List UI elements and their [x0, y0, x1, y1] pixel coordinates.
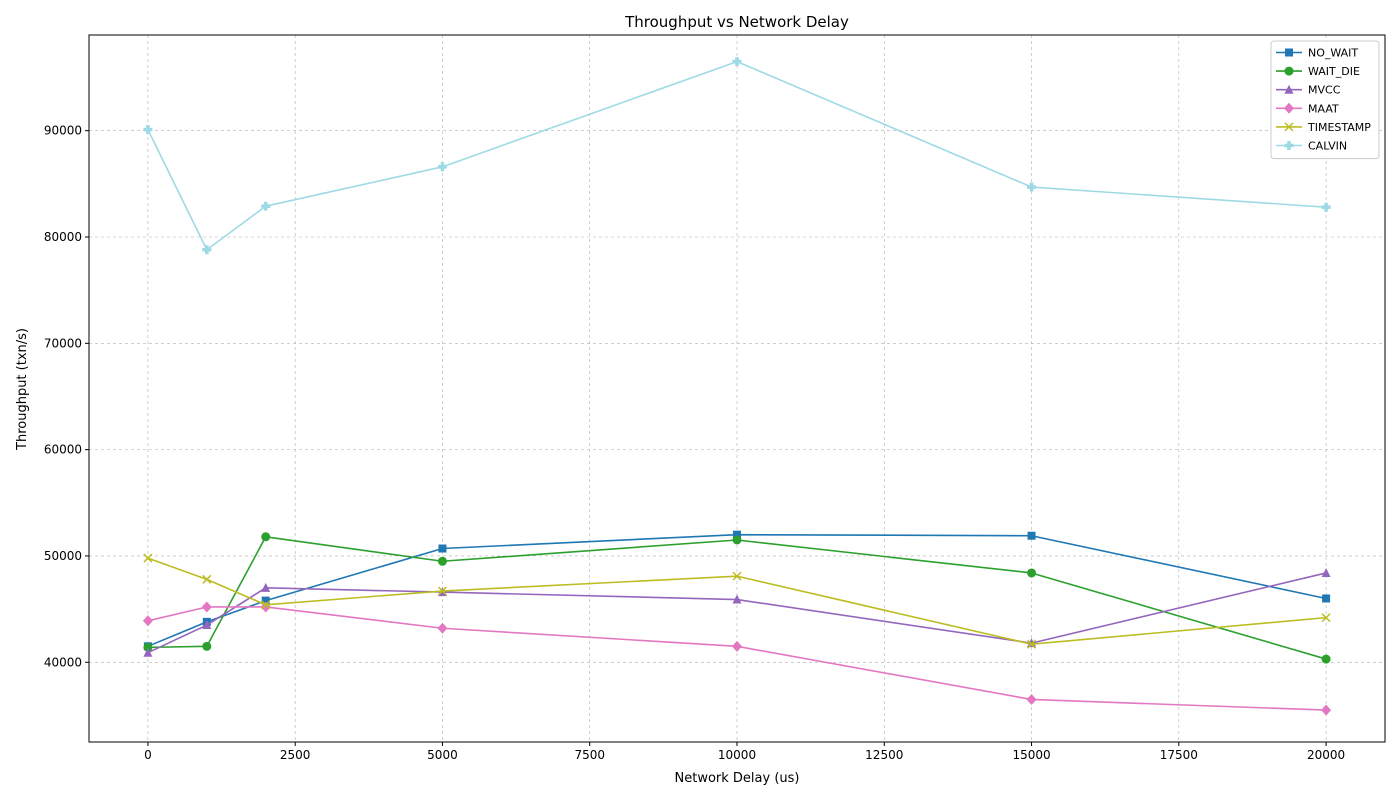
data-point-timestamp — [732, 571, 742, 581]
data-point-no-wait — [261, 596, 270, 605]
data-point-wait-die — [261, 532, 271, 542]
legend-marker-timestamp — [1284, 122, 1294, 132]
y-tick-label: 80000 — [44, 230, 82, 244]
data-point-no-wait — [1027, 531, 1036, 540]
y-tick-label: 50000 — [44, 549, 82, 563]
data-point-no-wait — [1322, 594, 1331, 603]
data-point-mvcc — [1027, 638, 1037, 648]
y-tick-label: 40000 — [44, 655, 82, 669]
legend: NO_WAIT WAIT_DIE MVCC MAAT TIMESTAMP CALVIN — [1270, 40, 1380, 160]
data-point-maat — [732, 640, 742, 652]
legend-label-timestamp: TIMESTAMP — [1307, 121, 1371, 134]
legend-item-maat: MAAT — [1276, 102, 1339, 115]
x-tick-label: 2500 — [280, 748, 311, 762]
legend-marker-calvin — [1284, 141, 1294, 150]
grid-lines — [89, 35, 1385, 742]
legend-item-calvin: CALVIN — [1276, 140, 1347, 153]
axis-ticks: 0 2500 5000 7500 10000 12500 15000 17500 20000 40… — [44, 124, 1345, 762]
data-point-timestamp — [143, 553, 153, 563]
data-point-wait-die — [143, 642, 153, 652]
y-tick-label: 70000 — [44, 336, 82, 350]
y-tick-label: 90000 — [44, 124, 82, 138]
legend-item-wait-die: WAIT_DIE — [1276, 65, 1360, 78]
data-point-calvin — [1321, 202, 1331, 212]
legend-label-no-wait: NO_WAIT — [1308, 47, 1358, 60]
data-point-timestamp — [1321, 613, 1331, 623]
data-point-mvcc — [732, 594, 742, 604]
x-tick-label: 20000 — [1307, 748, 1345, 762]
x-tick-label: 17500 — [1160, 748, 1198, 762]
data-point-calvin — [437, 162, 447, 172]
data-point-maat — [142, 615, 153, 627]
data-point-mvcc — [1321, 567, 1331, 577]
x-tick-label: 10000 — [718, 748, 756, 762]
data-point-calvin — [732, 57, 742, 67]
data-point-maat — [1026, 693, 1037, 705]
legend-item-mvcc: MVCC — [1276, 84, 1341, 97]
x-tick-label: 0 — [144, 748, 152, 762]
legend-label-wait-die: WAIT_DIE — [1308, 65, 1360, 78]
x-tick-label: 12500 — [865, 748, 903, 762]
legend-marker-mvcc — [1284, 84, 1294, 94]
data-point-timestamp — [202, 574, 212, 584]
x-axis-title: Network Delay (us) — [675, 771, 800, 786]
data-point-maat — [1321, 704, 1332, 716]
data-point-timestamp — [437, 586, 447, 596]
data-point-mvcc — [143, 647, 153, 657]
y-axis-title: Throughput (txn/s) — [15, 328, 30, 451]
legend-marker-wait-die — [1284, 66, 1294, 76]
series-timestamp — [143, 553, 1331, 649]
data-point-wait-die — [202, 641, 212, 651]
legend-marker-no-wait — [1285, 48, 1293, 57]
x-tick-label: 7500 — [574, 748, 605, 762]
data-point-mvcc — [261, 582, 271, 592]
data-point-wait-die — [437, 556, 447, 566]
data-point-no-wait — [438, 544, 447, 553]
data-point-maat — [437, 622, 448, 634]
legend-label-maat: MAAT — [1308, 102, 1339, 115]
x-tick-label: 5000 — [427, 748, 458, 762]
data-point-calvin — [143, 125, 153, 135]
x-tick-label: 15000 — [1012, 748, 1050, 762]
chart-title: Throughput vs Network Delay — [624, 13, 849, 31]
series-wait-die — [143, 532, 1331, 664]
legend-label-calvin: CALVIN — [1308, 140, 1347, 153]
series-layer — [142, 57, 1332, 716]
data-point-wait-die — [1027, 568, 1037, 578]
legend-marker-maat — [1284, 102, 1294, 114]
data-point-calvin — [202, 245, 212, 255]
legend-label-mvcc: MVCC — [1308, 84, 1341, 97]
data-point-wait-die — [732, 535, 742, 545]
legend-item-no-wait: NO_WAIT — [1276, 47, 1358, 60]
data-point-mvcc — [202, 620, 212, 630]
data-point-no-wait — [733, 530, 741, 539]
data-point-maat — [201, 601, 212, 613]
data-point-timestamp — [261, 600, 271, 610]
legend-item-timestamp: TIMESTAMP — [1276, 121, 1371, 134]
series-no-wait — [143, 530, 1331, 651]
y-tick-label: 60000 — [44, 443, 82, 457]
series-line-maat — [147, 606, 1327, 711]
series-calvin — [143, 57, 1331, 255]
data-point-timestamp — [1027, 639, 1037, 649]
data-point-wait-die — [1321, 654, 1331, 664]
data-point-calvin — [1027, 182, 1037, 192]
data-point-calvin — [261, 201, 271, 211]
